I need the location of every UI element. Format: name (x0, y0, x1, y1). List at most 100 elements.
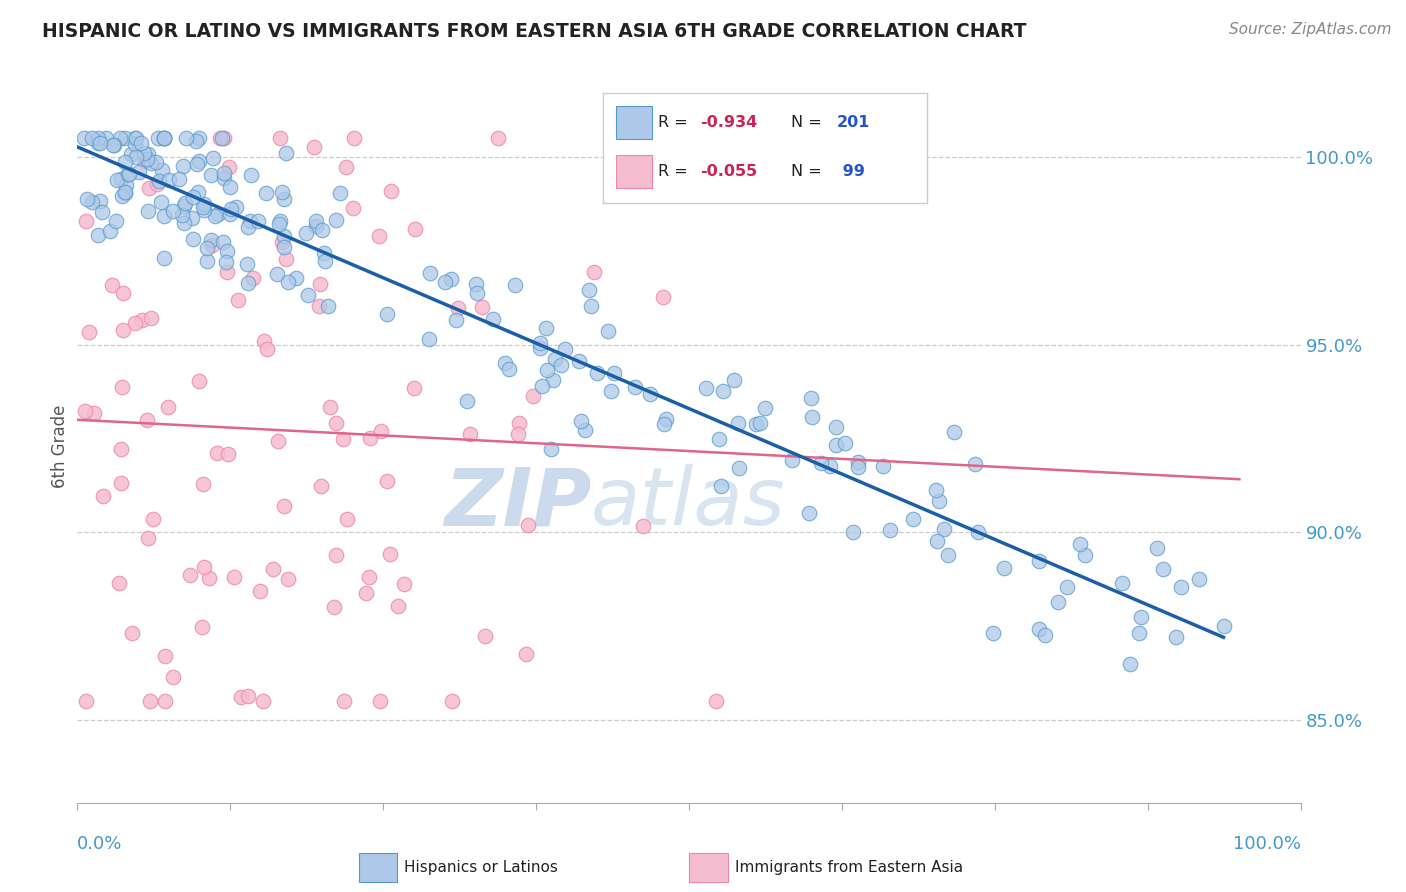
Text: -0.934: -0.934 (700, 115, 758, 130)
Point (270, 235, 292, 249)
Point (343, 131, 366, 145)
Point (529, 336, 551, 351)
Bar (689, 854, 728, 881)
Point (148, 173, 170, 187)
Point (335, 161, 357, 175)
Text: R =: R = (658, 164, 693, 178)
Point (440, 694, 463, 708)
Point (212, 235, 235, 250)
Point (215, 254, 238, 268)
Point (508, 417, 530, 431)
Point (211, 131, 233, 145)
Point (145, 155, 167, 169)
Point (801, 410, 824, 425)
Point (201, 238, 224, 252)
Point (90, 205, 112, 219)
Point (173, 199, 195, 213)
Point (367, 228, 389, 243)
Point (153, 131, 176, 145)
Point (193, 203, 215, 218)
Point (121, 626, 143, 640)
Point (86, 131, 108, 145)
Point (1074, 548, 1097, 562)
Point (273, 499, 295, 513)
Point (153, 648, 176, 663)
Point (540, 442, 562, 456)
Point (903, 512, 925, 526)
Point (925, 483, 948, 497)
Point (1033, 627, 1056, 641)
Text: atlas: atlas (591, 464, 786, 542)
Point (242, 270, 264, 285)
Point (710, 479, 733, 493)
Point (342, 201, 364, 215)
Point (114, 178, 136, 192)
Text: 100.0%: 100.0% (1233, 835, 1301, 853)
Point (252, 334, 274, 348)
Point (114, 186, 136, 200)
Point (277, 275, 299, 289)
Point (818, 459, 841, 474)
Point (181, 190, 204, 204)
Point (810, 456, 832, 470)
Point (221, 202, 243, 217)
Point (225, 200, 247, 214)
Point (269, 131, 291, 145)
Point (110, 172, 132, 186)
Point (205, 446, 228, 460)
Point (87, 227, 110, 242)
Point (387, 599, 409, 614)
Point (128, 164, 150, 178)
Text: 0.0%: 0.0% (77, 835, 122, 853)
Point (800, 391, 823, 405)
Point (1119, 657, 1142, 671)
Point (503, 278, 526, 293)
Point (217, 447, 239, 461)
Text: 201: 201 (837, 115, 870, 130)
Point (474, 629, 496, 643)
Point (579, 299, 602, 313)
Point (83, 406, 105, 420)
Point (440, 272, 463, 286)
Point (370, 425, 392, 439)
Point (235, 257, 257, 271)
Point (927, 534, 949, 549)
Point (1069, 537, 1091, 551)
Point (190, 620, 212, 634)
Point (727, 416, 749, 430)
Point (928, 494, 950, 508)
Point (780, 452, 803, 467)
Point (799, 507, 821, 521)
Point (111, 286, 134, 301)
Point (179, 567, 201, 582)
Point (515, 647, 537, 661)
Point (541, 373, 564, 387)
Point (249, 583, 271, 598)
Point (157, 173, 180, 187)
Point (186, 134, 208, 148)
Point (153, 131, 176, 145)
Point (174, 196, 197, 211)
Point (319, 400, 342, 414)
Point (204, 209, 226, 223)
Point (586, 366, 609, 380)
Point (723, 373, 745, 387)
Point (107, 576, 129, 591)
Point (544, 352, 567, 367)
Point (80, 194, 103, 209)
Point (534, 320, 557, 334)
Point (380, 184, 402, 198)
Point (136, 413, 159, 427)
Point (325, 548, 347, 562)
Point (172, 159, 194, 173)
Point (508, 426, 530, 441)
Point (252, 694, 274, 708)
Point (134, 153, 156, 168)
Point (101, 137, 124, 152)
Text: N =: N = (792, 164, 827, 178)
Point (187, 153, 209, 168)
Point (219, 180, 242, 194)
Point (932, 522, 955, 536)
Point (247, 214, 270, 228)
Bar (359, 854, 398, 881)
